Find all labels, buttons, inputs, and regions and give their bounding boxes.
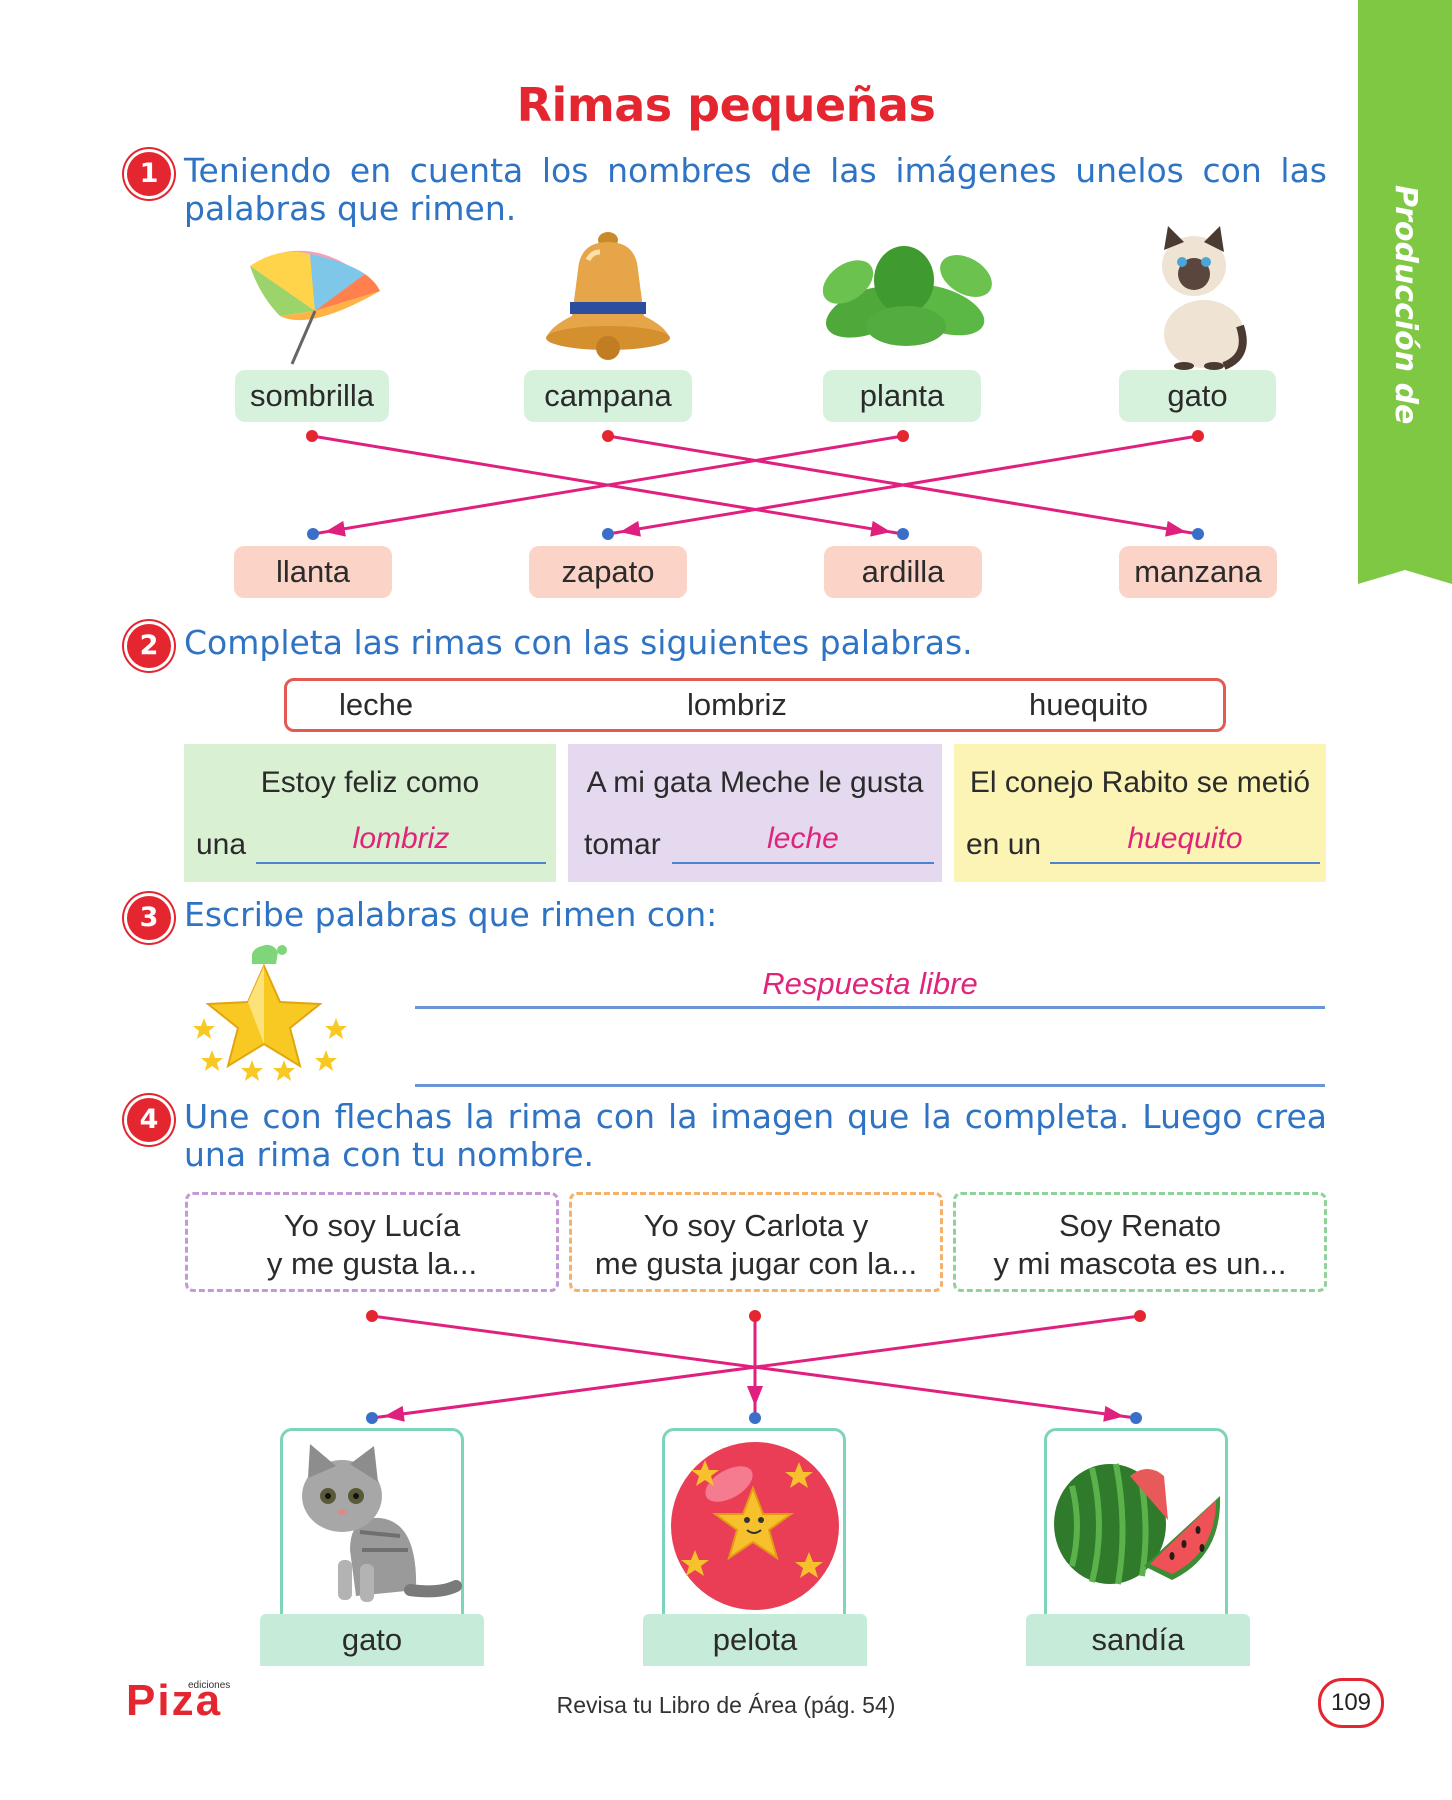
top-word-campana: campana <box>524 370 692 422</box>
picture-label-sandia: sandía <box>1026 1614 1250 1666</box>
exercise-4-instruction: Une con flechas la rima con la imagen qu… <box>184 1097 1327 1174</box>
ex1-start-dot-0 <box>306 430 318 442</box>
ex1-arrow-head-0 <box>870 520 892 537</box>
rhyme-3-line1: El conejo Rabito se metió <box>969 766 1311 799</box>
rhyme-card-lucia-line2: y me gusta la... <box>266 1246 478 1281</box>
exercise-1-number: 1 <box>127 152 171 196</box>
bottom-word-manzana: manzana <box>1119 546 1277 598</box>
rhyme-card-lucia-line1: Yo soy Lucía <box>283 1208 461 1243</box>
top-word-sombrilla: sombrilla <box>235 370 389 422</box>
side-tab-notch <box>1358 570 1452 584</box>
ex4-arrow-line-2 <box>371 1314 1141 1420</box>
bank-word-huequito: huequito <box>1029 687 1148 722</box>
bottom-word-llanta: llanta <box>234 546 392 598</box>
side-tab-label: Producción de textos <box>1262 185 1423 425</box>
bank-word-leche: leche <box>339 687 414 722</box>
rhyme-box-1: Estoy feliz como una lombriz <box>184 744 556 882</box>
ball-icon <box>671 1442 839 1610</box>
ex4-arrow-head-1 <box>747 1386 763 1406</box>
kitten-icon <box>302 1444 462 1602</box>
rhyme-card-carlota-line1: Yo soy Carlota y <box>643 1208 869 1243</box>
picture-frame-sandia <box>1044 1428 1228 1624</box>
picture-label-pelota: pelota <box>643 1614 867 1666</box>
ex1-arrow-line-2 <box>312 434 904 536</box>
ex4-end-dot-0 <box>366 1412 378 1424</box>
plant-icon <box>822 246 992 346</box>
ex1-start-dot-1 <box>602 430 614 442</box>
picture-label-gato: gato <box>260 1614 484 1666</box>
exercise-4-number: 4 <box>127 1098 171 1142</box>
ex4-start-dot-0 <box>366 1310 378 1322</box>
rhyme-card-renato: Soy Renato y mi mascota es un... <box>953 1192 1327 1292</box>
exercise-3-answer: Respuesta libre <box>762 966 978 1001</box>
review-note: Revisa tu Libro de Área (pág. 54) <box>556 1692 896 1718</box>
page-number: 109 <box>1318 1678 1384 1728</box>
rhyme-3-answer: huequito <box>1127 822 1243 855</box>
cat-icon <box>1162 226 1247 370</box>
publisher-logo: Piza <box>126 1676 223 1725</box>
rhyme-box-2: A mi gata Meche le gusta tomar leche <box>568 744 942 882</box>
top-word-gato: gato <box>1119 370 1276 422</box>
ex1-start-dot-3 <box>1192 430 1204 442</box>
exercise-2-number: 2 <box>127 624 171 668</box>
ex1-arrow-head-3 <box>619 520 641 537</box>
exercise-2-instruction: Completa las rimas con las siguientes pa… <box>184 623 973 662</box>
ex4-start-dot-2 <box>1134 1310 1146 1322</box>
ex1-start-dot-2 <box>897 430 909 442</box>
rhyme-box-3: El conejo Rabito se metió en un huequito <box>954 744 1326 882</box>
picture-frame-gato <box>280 1428 464 1624</box>
rhyme-2-answer-line[interactable] <box>672 862 934 864</box>
rhyme-2-answer: leche <box>767 822 839 855</box>
bottom-word-zapato: zapato <box>529 546 687 598</box>
exercise-3-number: 3 <box>127 896 171 940</box>
rhyme-card-lucia: Yo soy Lucía y me gusta la... <box>185 1192 559 1292</box>
ex4-start-dot-1 <box>749 1310 761 1322</box>
ex1-arrow-head-2 <box>324 520 346 537</box>
bottom-word-ardilla: ardilla <box>824 546 982 598</box>
picture-frame-pelota <box>662 1428 846 1624</box>
ex1-end-dot-1 <box>602 528 614 540</box>
ex1-arrow-line-3 <box>607 434 1199 536</box>
exercise-3-instruction: Escribe palabras que rimen con: <box>184 895 718 934</box>
side-tab <box>1358 0 1452 570</box>
word-bank: leche lombriz huequito <box>284 678 1226 732</box>
rhyme-1-answer: lombriz <box>352 822 450 855</box>
rhyme-1-line1: Estoy feliz como <box>260 766 480 799</box>
ex1-arrow-head-1 <box>1165 520 1187 537</box>
umbrella-icon <box>250 250 380 365</box>
ex4-arrow-head-2 <box>383 1405 405 1422</box>
rhyme-2-line1: A mi gata Meche le gusta <box>586 766 924 799</box>
bank-word-lombriz: lombriz <box>687 687 787 722</box>
rhyme-card-renato-line1: Soy Renato <box>1059 1208 1221 1243</box>
ex4-end-dot-1 <box>749 1412 761 1424</box>
exercise-1-instruction: Teniendo en cuenta los nombres de las im… <box>184 151 1327 228</box>
ex4-end-dot-2 <box>1130 1412 1142 1424</box>
ex1-end-dot-0 <box>307 528 319 540</box>
ex1-end-dot-3 <box>1192 528 1204 540</box>
rhyme-2-prefix: tomar <box>584 828 661 861</box>
ex1-end-dot-2 <box>897 528 909 540</box>
rhyme-card-renato-line2: y mi mascota es un... <box>993 1246 1287 1281</box>
publisher-logo-sub: ediciones <box>188 1680 231 1691</box>
page-title: Rimas pequeñas <box>516 78 936 132</box>
bell-icon <box>546 232 670 360</box>
exercise-3-line-1[interactable] <box>415 1006 1325 1009</box>
top-word-planta: planta <box>823 370 981 422</box>
watermelon-icon <box>1054 1463 1221 1585</box>
star-icon <box>193 944 347 1081</box>
rhyme-1-prefix: una <box>196 828 247 861</box>
ex4-arrow-head-0 <box>1103 1405 1125 1422</box>
rhyme-1-answer-line[interactable] <box>256 862 546 864</box>
rhyme-3-answer-line[interactable] <box>1050 862 1320 864</box>
rhyme-card-carlota: Yo soy Carlota y me gusta jugar con la..… <box>569 1192 943 1292</box>
rhyme-3-prefix: en un <box>966 828 1042 861</box>
exercise-3-line-2[interactable] <box>415 1084 1325 1087</box>
rhyme-card-carlota-line2: me gusta jugar con la... <box>594 1246 918 1281</box>
